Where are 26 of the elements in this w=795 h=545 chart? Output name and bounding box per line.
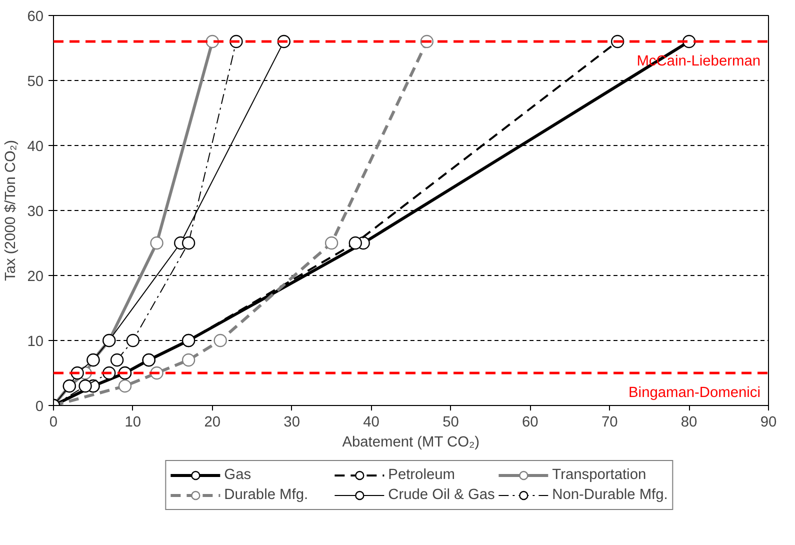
x-tick-label: 90 — [760, 414, 777, 430]
x-tick-label: 50 — [442, 414, 459, 430]
legend-label: Gas — [224, 467, 252, 483]
y-tick-label: 10 — [27, 334, 44, 350]
legend-label: Non-Durable Mfg. — [552, 487, 668, 503]
x-tick-label: 30 — [284, 414, 300, 430]
x-tick-label: 0 — [49, 414, 58, 430]
x-tick-label: 60 — [522, 414, 538, 430]
x-tick-label: 40 — [363, 414, 380, 430]
y-tick-label: 60 — [27, 9, 44, 25]
legend-label: Crude Oil & Gas — [388, 487, 496, 503]
x-axis-title: Abatement (MT CO₂) — [342, 434, 480, 450]
legend-label: Petroleum — [388, 467, 456, 483]
y-tick-label: 20 — [27, 269, 44, 285]
x-tick-label: 80 — [680, 414, 698, 430]
x-tick-label: 10 — [124, 414, 142, 430]
y-tick-label: 30 — [27, 204, 44, 220]
legend-label: Durable Mfg. — [224, 487, 310, 503]
y-tick-label: 50 — [27, 74, 44, 90]
x-tick-label: 20 — [204, 414, 221, 430]
y-axis-title: Tax (2000 $/Ton CO₂) — [3, 140, 20, 281]
x-tick-label: 70 — [601, 414, 618, 430]
ref-line-label: Bingaman-Domenici — [628, 385, 761, 401]
y-tick-label: 40 — [27, 139, 44, 155]
legend-label: Transportation — [552, 467, 648, 483]
y-tick-label: 0 — [35, 399, 44, 415]
